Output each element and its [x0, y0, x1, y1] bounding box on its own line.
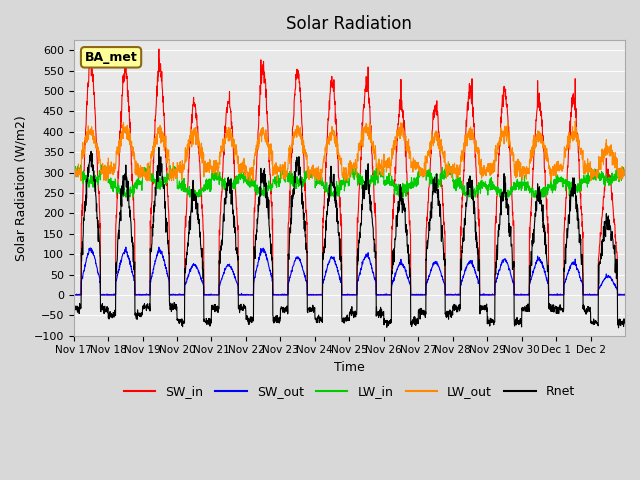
Line: LW_in: LW_in — [74, 164, 625, 197]
Rnet — [70, 307, 77, 312]
SW_out — [621, 292, 629, 298]
LW_in — [547, 178, 555, 183]
LW_in — [70, 170, 77, 176]
SW_in — [155, 46, 163, 52]
SW_out — [125, 255, 133, 261]
SW_out — [70, 292, 78, 298]
LW_out — [621, 170, 629, 176]
SW_out — [516, 292, 524, 298]
SW_in — [125, 108, 132, 113]
LW_out — [125, 132, 132, 138]
SW_in — [547, 292, 554, 298]
LW_in — [244, 181, 252, 187]
LW_out — [244, 171, 252, 177]
LW_in — [445, 161, 453, 167]
SW_out — [547, 292, 555, 298]
LW_out — [547, 169, 554, 175]
LW_in — [621, 169, 629, 175]
Title: Solar Radiation: Solar Radiation — [286, 15, 412, 33]
Rnet — [621, 321, 629, 326]
Rnet — [383, 317, 390, 323]
Text: BA_met: BA_met — [84, 51, 138, 64]
Rnet — [155, 144, 163, 150]
LW_in — [516, 185, 524, 191]
LW_out — [77, 178, 85, 184]
SW_out — [614, 292, 621, 298]
LW_out — [572, 118, 579, 124]
SW_out — [122, 244, 130, 250]
LW_out — [516, 163, 524, 168]
Rnet — [244, 318, 252, 324]
SW_in — [70, 292, 77, 298]
Legend: SW_in, SW_out, LW_in, LW_out, Rnet: SW_in, SW_out, LW_in, LW_out, Rnet — [118, 380, 580, 403]
Y-axis label: Solar Radiation (W/m2): Solar Radiation (W/m2) — [15, 115, 28, 261]
Rnet — [125, 192, 132, 198]
SW_out — [383, 292, 390, 298]
SW_in — [516, 292, 524, 298]
Line: SW_out: SW_out — [74, 247, 625, 295]
SW_in — [244, 292, 252, 298]
SW_out — [244, 292, 252, 298]
LW_in — [122, 194, 129, 200]
Rnet — [516, 317, 524, 323]
LW_in — [614, 174, 621, 180]
Rnet — [547, 304, 554, 310]
LW_out — [70, 168, 77, 173]
SW_in — [621, 292, 629, 298]
Rnet — [614, 325, 622, 331]
X-axis label: Time: Time — [334, 361, 365, 374]
LW_out — [614, 173, 621, 179]
Line: Rnet: Rnet — [74, 147, 625, 328]
Line: SW_in: SW_in — [74, 49, 625, 295]
SW_out — [70, 292, 77, 298]
LW_in — [383, 181, 390, 187]
SW_in — [614, 257, 621, 263]
LW_in — [125, 190, 132, 196]
Line: LW_out: LW_out — [74, 121, 625, 181]
Rnet — [614, 279, 621, 285]
LW_out — [383, 168, 390, 174]
SW_in — [383, 292, 390, 298]
